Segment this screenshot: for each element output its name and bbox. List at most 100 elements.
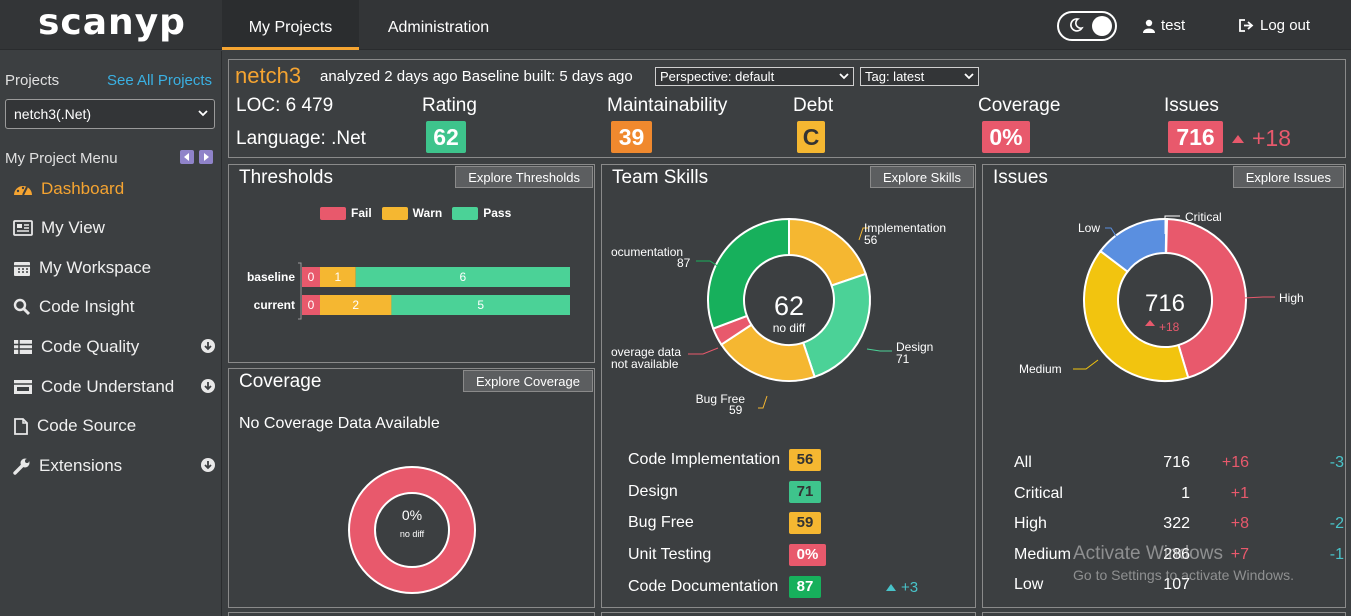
sidebar-item-code-source[interactable]: Code Source <box>13 414 218 438</box>
thresholds-bar-pass[interactable] <box>391 295 570 315</box>
team-skills-panel: Team Skills Explore Skills 62 no diff Im… <box>601 164 976 608</box>
triangle-up-icon <box>1232 134 1244 143</box>
tag-select[interactable]: Tag: latest <box>860 67 979 86</box>
coverage-title: Coverage <box>239 371 322 392</box>
issues-row[interactable]: High 322 +8 -2 <box>1014 515 1344 532</box>
skills-label-bugfree: Bug Free <box>696 392 746 406</box>
see-all-projects-link[interactable]: See All Projects <box>107 72 213 89</box>
skill-badge: 71 <box>789 481 821 503</box>
maintainability-badge[interactable]: 39 <box>611 121 652 153</box>
sidebar-item-label: My View <box>41 218 105 237</box>
thresholds-bar-fail[interactable] <box>302 267 320 287</box>
issues-row[interactable]: Medium 286 +7 -1 <box>1014 546 1344 563</box>
chevron-down-icon <box>198 110 208 117</box>
skill-row[interactable]: Code Documentation 87 +3 <box>628 576 958 600</box>
sidebar-item-my-view[interactable]: My View <box>13 216 218 240</box>
skill-row[interactable]: Bug Free 59 <box>628 512 958 536</box>
user-menu[interactable]: test <box>1143 17 1185 34</box>
project-name[interactable]: netch3 <box>235 63 302 88</box>
menu-collapse-button[interactable] <box>180 150 194 164</box>
skill-row[interactable]: Code Implementation 56 <box>628 449 958 473</box>
skill-row[interactable]: Design 71 <box>628 481 958 505</box>
explore-thresholds-button[interactable]: Explore Thresholds <box>455 166 593 188</box>
legend-fail[interactable]: Fail <box>320 206 372 220</box>
issues-label-medium: Medium <box>1019 362 1062 376</box>
app-logo[interactable]: scanyp <box>38 2 186 43</box>
tab-administration[interactable]: Administration <box>387 19 490 36</box>
explore-coverage-button[interactable]: Explore Coverage <box>462 370 593 392</box>
download-icon[interactable] <box>200 338 216 354</box>
sidebar-item-code-insight[interactable]: Code Insight <box>13 295 218 319</box>
skills-label-coverage-2: not available <box>611 357 679 371</box>
sidebar-item-label: Extensions <box>39 456 123 475</box>
issues-row[interactable]: Low 107 <box>1014 576 1190 593</box>
next-panel-edge <box>982 612 1346 616</box>
coverage-donut: 0% no diff <box>348 466 476 594</box>
issues-row[interactable]: Critical 1 +1 <box>1014 485 1249 502</box>
team-skills-donut: 62 no diff Implementation 56 Design 71 B… <box>611 217 946 417</box>
rating-badge[interactable]: 62 <box>426 121 466 153</box>
sidebar-item-label: My Workspace <box>39 258 152 277</box>
issues-donut: 716 +18 Critical Low High Medium <box>1019 210 1304 382</box>
project-select-value: netch3(.Net) <box>14 106 92 122</box>
theme-toggle[interactable] <box>1057 11 1117 41</box>
tab-my-projects[interactable]: My Projects <box>222 0 359 50</box>
thresholds-bar-warn[interactable] <box>320 267 356 287</box>
issues-row[interactable]: All 716 +16 -3 <box>1014 454 1344 471</box>
logout-link[interactable]: Log out <box>1239 17 1310 34</box>
issues-delta-value: +18 <box>1252 125 1292 151</box>
issues-label: Issues <box>1164 95 1219 116</box>
legend-pass[interactable]: Pass <box>452 206 511 220</box>
chevron-down-icon <box>964 73 974 80</box>
thresholds-bar-label: 2 <box>352 298 359 312</box>
issues-label-low: Low <box>1078 221 1100 235</box>
skill-row[interactable]: Unit Testing 0% <box>628 544 958 568</box>
sidebar-item-code-understand[interactable]: Code Understand <box>13 375 218 399</box>
project-select[interactable]: netch3(.Net) <box>5 99 215 129</box>
download-icon[interactable] <box>200 457 216 473</box>
menu-expand-button[interactable] <box>199 150 213 164</box>
sidebar-item-my-workspace[interactable]: My Workspace <box>13 256 218 280</box>
thresholds-category-label: current <box>254 298 295 312</box>
perspective-select[interactable]: Perspective: default <box>655 67 854 86</box>
thresholds-bar-label: 1 <box>335 270 342 284</box>
explore-skills-button[interactable]: Explore Skills <box>869 166 974 188</box>
thresholds-panel: Thresholds Explore Thresholds Fail Warn … <box>228 164 595 363</box>
thresholds-bar-fail[interactable] <box>302 295 320 315</box>
legend-warn[interactable]: Warn <box>381 206 442 220</box>
skills-label-design: Design <box>896 340 933 354</box>
coverage-badge[interactable]: 0% <box>982 121 1030 153</box>
debt-badge[interactable]: C <box>797 121 825 153</box>
thresholds-bar-warn[interactable] <box>320 295 392 315</box>
skills-slice-implementation[interactable] <box>788 217 867 287</box>
download-icon[interactable] <box>200 378 216 394</box>
skills-slice-documentation[interactable] <box>707 217 790 330</box>
team-skills-title: Team Skills <box>612 167 709 188</box>
sidebar-item-code-quality[interactable]: Code Quality <box>13 335 218 359</box>
sidebar-item-dashboard[interactable]: Dashboard <box>13 177 218 201</box>
skill-badge: 56 <box>789 449 821 471</box>
thresholds-legend: Fail Warn Pass <box>320 206 511 220</box>
issues-slice-medium[interactable] <box>1083 249 1190 382</box>
next-panel-edge <box>601 612 976 616</box>
dashboard-icon <box>14 186 32 196</box>
perspective-value: Perspective: default <box>660 69 775 84</box>
thresholds-title: Thresholds <box>239 167 333 188</box>
chevron-down-icon <box>839 73 849 80</box>
explore-issues-button[interactable]: Explore Issues <box>1232 166 1344 188</box>
thresholds-bar-label: 5 <box>477 298 484 312</box>
skill-name: Code Implementation <box>628 451 781 468</box>
issues-label-critical: Critical <box>1185 210 1222 224</box>
issues-badge[interactable]: 716 <box>1168 121 1223 153</box>
issues-center-sub: +18 <box>1159 320 1180 334</box>
maintainability-label: Maintainability <box>607 95 728 116</box>
thresholds-bar-pass[interactable] <box>355 267 570 287</box>
user-icon <box>1143 19 1155 33</box>
logout-icon <box>1239 19 1254 32</box>
skills-label-coverage-1: overage data <box>611 345 681 359</box>
sidebar-item-extensions[interactable]: Extensions <box>13 454 218 478</box>
skills-slice-design[interactable] <box>801 272 871 379</box>
logout-label: Log out <box>1260 17 1311 34</box>
toggle-knob <box>1092 16 1112 36</box>
issues-slice-high[interactable] <box>1165 217 1247 379</box>
